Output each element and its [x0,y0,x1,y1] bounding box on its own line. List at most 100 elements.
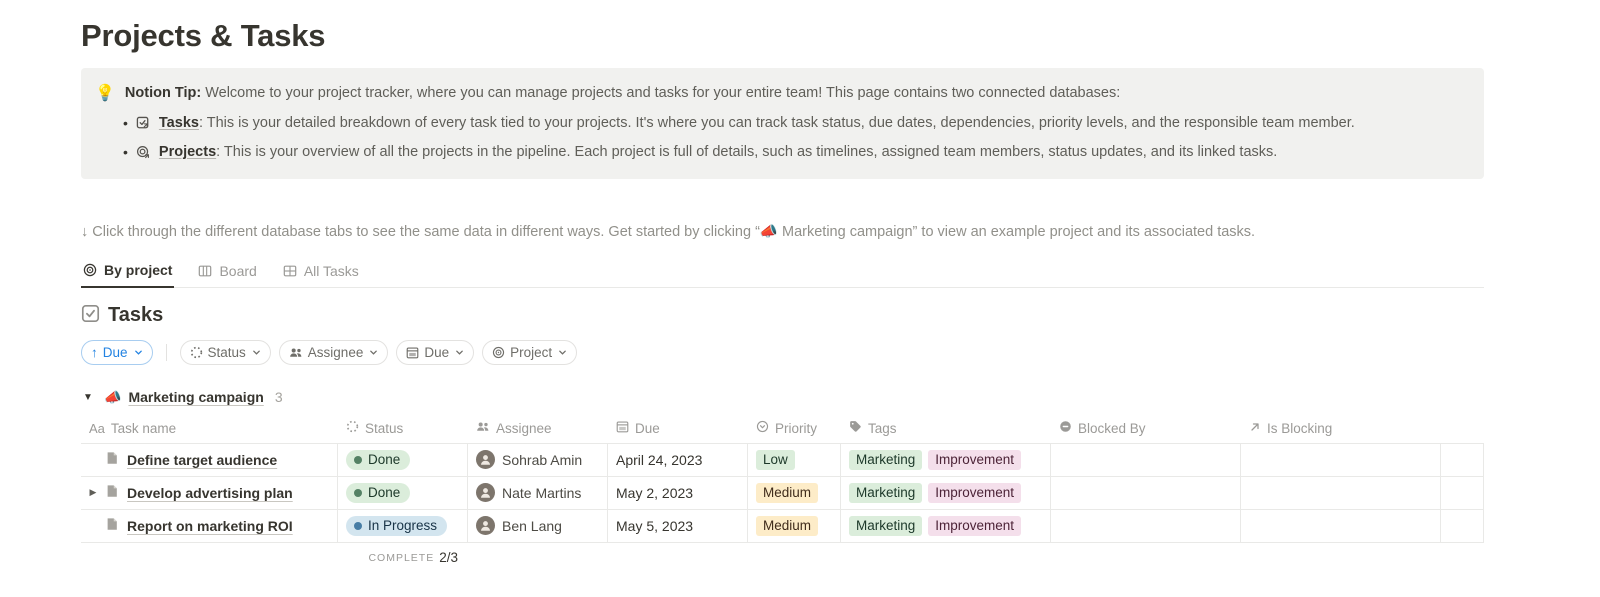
avatar [476,516,495,536]
text-type-icon: Aa [89,420,105,436]
task-name-cell[interactable]: Report on marketing ROI [81,509,338,542]
tasks-database-link[interactable]: Tasks [158,115,199,132]
row-spacer-cell [1441,476,1484,509]
tag-badge: Improvement [928,449,1022,470]
divider [165,343,167,361]
blocked-by-cell[interactable] [1051,509,1241,542]
blocked-by-cell[interactable] [1051,443,1241,476]
tab-board[interactable]: Board [196,259,258,287]
status-column-calculation[interactable]: COMPLETE 2/3 [338,543,468,573]
is-blocking-cell[interactable] [1241,509,1441,542]
status-dot [354,521,362,530]
blocked-by-cell[interactable] [1051,476,1241,509]
tag-badge: Marketing [849,482,923,503]
priority-select-icon [756,420,769,436]
filter-bar: ↑ Due Status Assignee [81,339,1484,365]
due-cell[interactable]: May 2, 2023 [608,476,748,509]
checkbox-icon [81,304,100,328]
callout-bullet-projects: • Projects: This is your overview of all… [123,142,1468,165]
table-row: ▶ Develop advertising plan Done Nate Mar… [81,476,1484,510]
filter-chip-assignee[interactable]: Assignee [278,339,389,365]
tags-cell[interactable]: Marketing Improvement [841,476,1051,509]
target-icon [492,346,505,359]
status-cell[interactable]: In Progress [338,509,468,542]
avatar [476,450,495,470]
status-badge: Done [346,482,411,503]
group-project-link[interactable]: Marketing campaign [128,389,264,406]
tab-label: By project [104,261,173,278]
avatar [476,483,495,503]
notion-tip-callout: 💡 Notion Tip: Welcome to your project tr… [81,68,1484,179]
people-icon [289,346,303,359]
column-header-blocked-by[interactable]: Blocked By [1051,420,1241,436]
filter-chip-project[interactable]: Project [482,339,578,365]
status-dot [354,455,362,464]
task-name-cell[interactable]: ▶ Develop advertising plan [81,476,338,509]
expand-toggle-icon[interactable]: ▶ [89,487,97,498]
priority-badge: Medium [756,515,819,536]
status-cell[interactable]: Done [338,443,468,476]
page-icon [105,517,119,534]
due-date: May 5, 2023 [616,517,694,534]
assignee-cell[interactable]: Ben Lang [468,509,608,542]
filter-chip-status[interactable]: Status [179,339,271,365]
calc-value: 2/3 [439,550,458,566]
tag-badge: Improvement [928,482,1022,503]
target-icon [83,263,97,277]
tags-cell[interactable]: Marketing Improvement [841,443,1051,476]
column-header-assignee[interactable]: Assignee [468,420,608,436]
group-header-marketing-campaign: ▼ 📣 Marketing campaign 3 [81,389,1484,406]
column-header-task-name[interactable]: Aa Task name [89,420,177,436]
column-header-due[interactable]: Due [608,420,748,436]
tasks-bullet-text: : This is your detailed breakdown of eve… [198,115,1355,132]
assignee-name: Ben Lang [502,517,562,534]
calc-label: COMPLETE [368,551,435,564]
task-page-link[interactable]: Define target audience [127,451,278,468]
megaphone-icon: 📣 [104,388,122,405]
page-icon [105,484,119,501]
group-count: 3 [274,389,283,406]
sort-chip-due[interactable]: ↑ Due [81,339,153,365]
assignee-cell[interactable]: Nate Martins [468,476,608,509]
tags-cell[interactable]: Marketing Improvement [841,509,1051,542]
due-cell[interactable]: May 5, 2023 [608,509,748,542]
task-page-link[interactable]: Develop advertising plan [127,484,293,501]
row-spacer-cell [1441,443,1484,476]
priority-cell[interactable]: Medium [748,476,841,509]
instruction-text: ↓ Click through the different database t… [81,223,1256,240]
is-blocking-cell[interactable] [1241,443,1441,476]
callout-bullet-tasks: • Tasks: This is your detailed breakdown… [123,113,1468,136]
table-icon [283,264,297,278]
chevron-down-icon [134,348,143,357]
tab-by-project[interactable]: By project [81,258,175,288]
collapse-toggle-icon[interactable]: ▼ [83,391,93,403]
chevron-down-icon [455,348,464,357]
tab-all-tasks[interactable]: All Tasks [281,259,361,287]
priority-cell[interactable]: Medium [748,509,841,542]
board-icon [198,264,212,278]
column-header-priority[interactable]: Priority [748,420,841,436]
projects-database-link[interactable]: Projects [158,144,217,161]
column-header-is-blocking[interactable]: Is Blocking [1241,421,1441,436]
projects-bullet-text: : This is your overview of all the proje… [216,144,1278,161]
tag-badge: Marketing [849,449,923,470]
status-badge: Done [346,449,411,470]
column-header-status[interactable]: Status [338,420,468,436]
priority-cell[interactable]: Low [748,443,841,476]
due-cell[interactable]: April 24, 2023 [608,443,748,476]
database-view-tabs: By project Board All Tasks [81,258,1484,288]
assignee-cell[interactable]: Sohrab Amin [468,443,608,476]
table-row: Report on marketing ROI In Progress Ben … [81,509,1484,543]
status-dot [354,488,362,497]
column-header-tags[interactable]: Tags [841,420,1051,436]
table-footer-row: COMPLETE 2/3 [81,543,1484,573]
tasks-database-heading: Tasks [81,304,1484,328]
tab-label: Board [219,262,257,279]
page-title: Projects & Tasks [81,18,326,53]
task-name-cell[interactable]: Define target audience [81,443,338,476]
task-page-link[interactable]: Report on marketing ROI [127,517,293,534]
status-spinner-icon [190,346,203,359]
status-cell[interactable]: Done [338,476,468,509]
is-blocking-cell[interactable] [1241,476,1441,509]
filter-chip-due[interactable]: Due [396,339,475,365]
